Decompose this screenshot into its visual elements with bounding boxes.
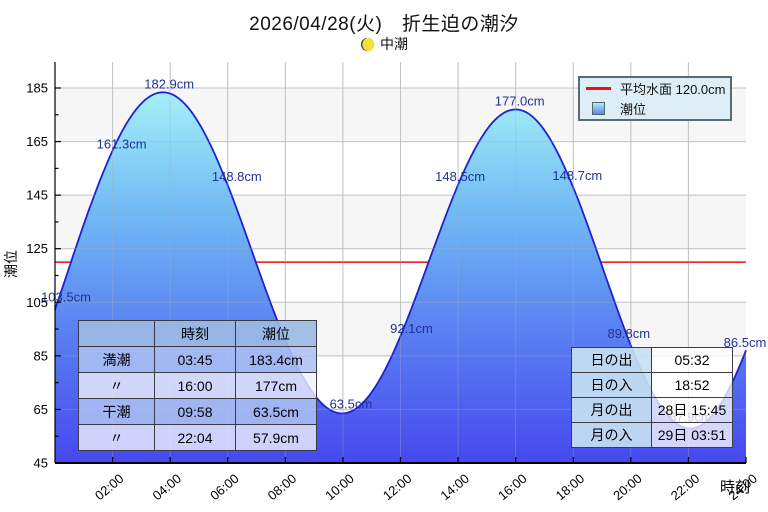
x-tick-label: 12:00 [380,471,415,503]
sun-moon-value-cell: 05:32 [651,347,733,373]
tide-point-label: 148.5cm [435,169,485,184]
tide-table-header-cell: 潮位 [235,320,317,347]
tide-point-label: 161.3cm [97,137,147,152]
tide-table-cell: 09:58 [154,398,236,425]
moon-phase-icon [360,37,375,51]
y-tick-label: 65 [34,402,48,417]
x-tick-label: 06:00 [207,471,242,503]
sun-moon-label-cell: 日の出 [571,347,652,373]
legend-label-tide-level: 潮位 [620,101,647,117]
tide-table-row: 満潮 03:45 183.4cm [78,346,317,373]
tide-table-cell: 〃 [78,424,155,451]
x-tick-label: 08:00 [265,471,300,503]
tide-point-label: 89.8cm [607,326,650,341]
tide-table-cell: 22:04 [154,424,236,451]
y-tick-label: 105 [26,295,48,310]
sun-moon-row: 月の出 28日 15:45 [571,397,733,423]
tide-point-label: 92.1cm [390,321,433,336]
legend-label-mean-water: 平均水面 120.0cm [620,82,726,98]
tide-table-cell: 03:45 [154,346,236,373]
tide-table-header-cell [78,320,155,347]
tide-point-label: 182.9cm [144,77,194,92]
x-tick-label: 16:00 [495,471,530,503]
y-tick-label: 125 [26,241,48,256]
tide-table-header-row: 時刻 潮位 [78,320,317,347]
tide-table-cell: 〃 [78,372,155,399]
tide-extremes-table: 時刻 潮位 満潮 03:45 183.4cm 〃 16:00 177cm 干潮 09:58 63.… [78,320,317,451]
tide-table-cell: 干潮 [78,398,155,425]
chart-legend: 平均水面 120.0cm 潮位 [578,76,732,121]
x-axis-title: 時刻 [720,479,750,496]
y-tick-label: 85 [34,348,48,363]
tide-curve [54,91,747,430]
tide-table-cell: 57.9cm [235,424,317,451]
tide-table-cell: 16:00 [154,372,236,399]
tide-point-label: 63.5cm [330,396,373,411]
y-tick-label: 165 [26,134,48,149]
tide-table-cell: 63.5cm [235,398,317,425]
x-tick-label: 04:00 [150,471,185,503]
tide-point-label: 103.5cm [41,289,91,304]
y-tick-label: 185 [26,81,48,96]
sun-moon-row: 月の入 29日 03:51 [571,422,733,448]
sun-moon-label-cell: 月の入 [571,422,652,448]
y-tick-label: 145 [26,188,48,203]
x-tick-label: 18:00 [553,471,588,503]
sun-moon-value-cell: 29日 03:51 [651,422,733,448]
tide-table-header-cell: 時刻 [154,320,236,347]
x-tick-label: 10:00 [322,471,357,503]
tide-point-label: 148.7cm [552,168,602,183]
sun-moon-table: 日の出 05:32 日の入 18:52 月の出 28日 15:45 月の入 29日 03:51 [571,347,733,448]
tide-point-label: 86.5cm [724,335,767,350]
tide-table-cell: 183.4cm [235,346,317,373]
tide-level-swatch [592,101,605,115]
tide-point-label: 148.8cm [212,169,262,184]
tide-phase: 中潮 [0,34,768,54]
tide-table-row: 〃 16:00 177cm [78,372,317,399]
tide-table-cell: 満潮 [78,346,155,373]
sun-moon-row: 日の入 18:52 [571,372,733,398]
tide-table-row: 干潮 09:58 63.5cm [78,398,317,425]
sun-moon-label-cell: 月の出 [571,397,652,423]
x-tick-label: 20:00 [610,471,645,503]
y-tick-labels: 45 65 85 105 125 145 165 185 [26,81,48,471]
sun-moon-value-cell: 18:52 [651,372,733,398]
tide-table-row: 〃 22:04 57.9cm [78,424,317,451]
y-tick-label: 45 [34,456,48,471]
sun-moon-value-cell: 28日 15:45 [651,397,733,423]
tide-point-label: 177.0cm [495,93,545,108]
x-tick-labels: 02:00 04:00 06:00 08:00 10:00 12:00 14:00 16:00… [92,471,760,503]
x-tick-label: 14:00 [437,471,472,503]
tide-point-labels: 103.5cm 161.3cm 182.9cm 148.8cm 63.5cm 92.1cm… [41,77,766,425]
x-tick-label: 02:00 [92,471,127,503]
legend-item-tide-level: 潮位 [586,99,724,118]
y-axis-title: 潮位 [3,250,19,278]
x-tick-label: 22:00 [668,471,703,503]
sun-moon-row: 日の出 05:32 [571,347,733,373]
legend-item-mean-water: 平均水面 120.0cm [586,79,726,98]
mean-water-line-swatch [586,87,611,91]
tide-table-cell: 177cm [235,372,317,399]
sun-moon-label-cell: 日の入 [571,372,652,398]
tide-phase-label: 中潮 [380,36,408,52]
axis-ticks [55,87,747,464]
page-title: 2026/04/28(火) 折生迫の潮汐 [249,14,519,35]
